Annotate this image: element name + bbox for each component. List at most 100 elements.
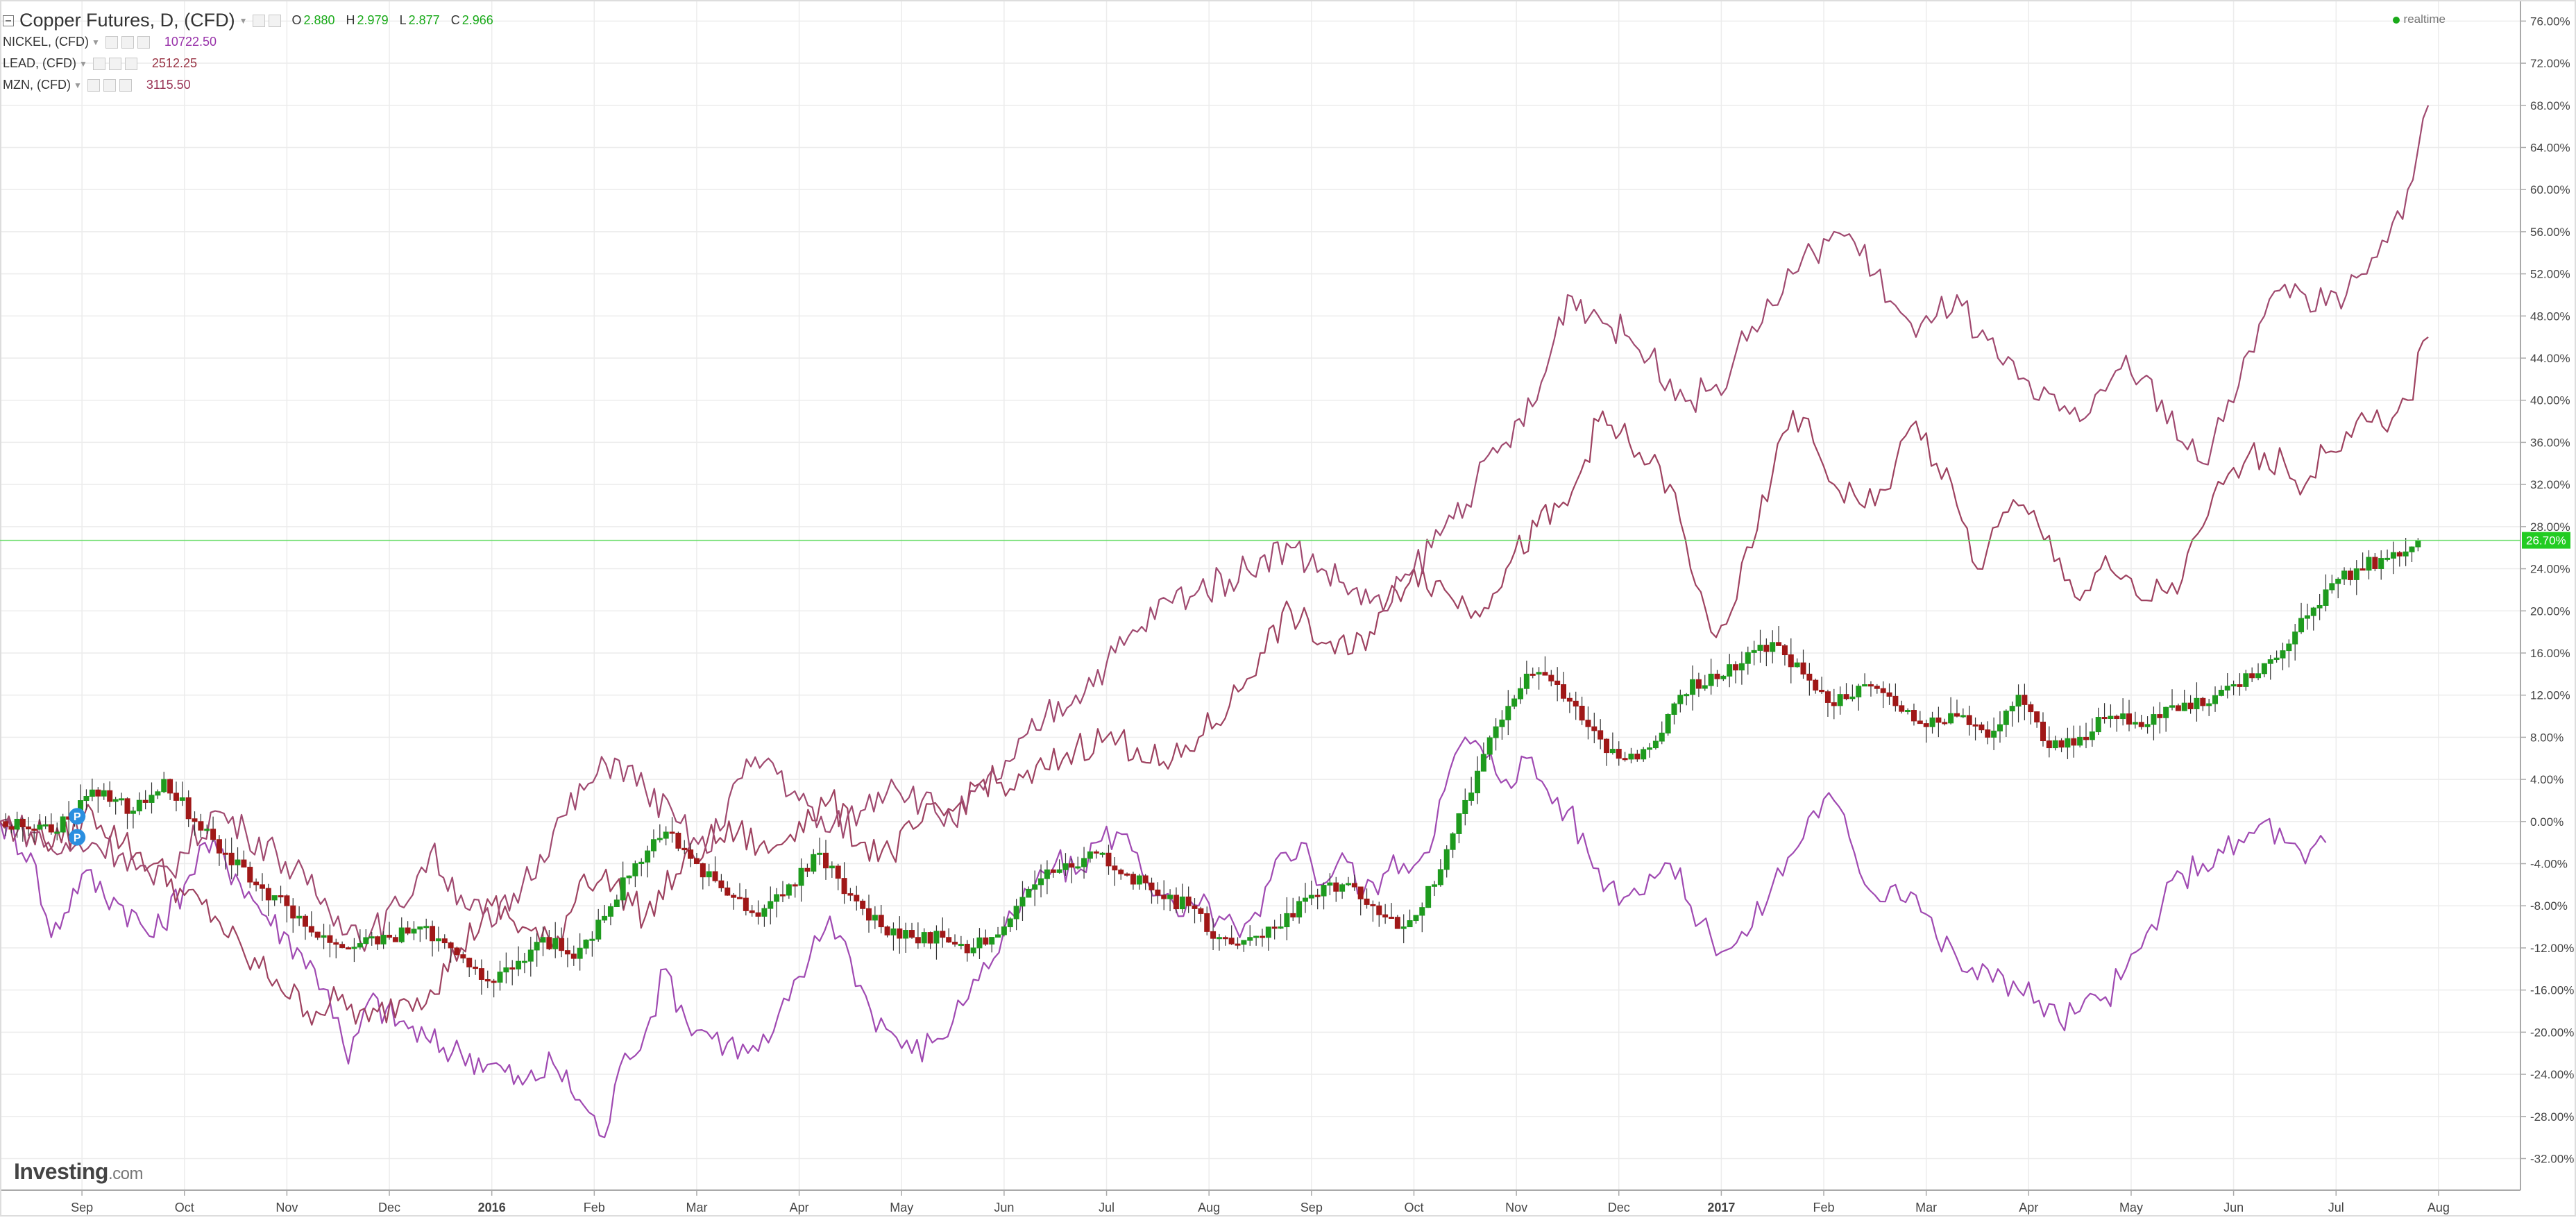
y-tick-label: 44.00% bbox=[2530, 352, 2570, 365]
chevron-down-icon[interactable]: ▼ bbox=[92, 37, 100, 47]
settings-icon[interactable] bbox=[103, 78, 116, 92]
candle-body bbox=[768, 901, 774, 909]
candle-body bbox=[392, 937, 398, 942]
candle-body bbox=[1069, 863, 1075, 868]
eye-icon[interactable] bbox=[92, 57, 105, 70]
candle-body bbox=[1124, 873, 1130, 876]
y-tick-label: -12.00% bbox=[2530, 942, 2574, 955]
candle-body bbox=[339, 944, 346, 949]
candle-body bbox=[841, 878, 847, 895]
candle-body bbox=[1849, 696, 1856, 700]
chevron-down-icon[interactable]: ▼ bbox=[73, 80, 82, 90]
candle-body bbox=[1413, 915, 1419, 922]
candle-body bbox=[173, 793, 179, 801]
candle-body bbox=[516, 960, 522, 969]
x-tick-label: Oct bbox=[175, 1201, 194, 1214]
y-tick-label: -4.00% bbox=[2530, 858, 2568, 871]
candle-body bbox=[119, 798, 125, 801]
candle-body bbox=[743, 897, 749, 911]
candle-body bbox=[54, 831, 60, 834]
settings-icon[interactable] bbox=[121, 35, 134, 49]
candle-body bbox=[290, 905, 296, 919]
candle-body bbox=[731, 895, 737, 898]
candle-body bbox=[2083, 736, 2089, 740]
candle-body bbox=[884, 926, 890, 935]
candle-body bbox=[1284, 913, 1290, 928]
candle-body bbox=[1523, 673, 1530, 689]
series-label-nickel[interactable]: NICKEL, (CFD) bbox=[3, 35, 90, 49]
candle-body bbox=[497, 972, 503, 983]
candle-body bbox=[970, 947, 976, 954]
candle-body bbox=[1579, 706, 1585, 721]
candle-body bbox=[933, 931, 940, 944]
candle-body bbox=[1862, 684, 1868, 687]
candle-body bbox=[1634, 754, 1641, 760]
candle-body bbox=[903, 930, 909, 939]
candle-body bbox=[1929, 717, 1935, 727]
eye-icon[interactable] bbox=[105, 35, 118, 49]
candle-body bbox=[1394, 917, 1400, 929]
candle-body bbox=[2071, 738, 2077, 746]
close-icon[interactable] bbox=[137, 35, 150, 49]
candle-body bbox=[2212, 695, 2219, 704]
close-icon[interactable] bbox=[269, 14, 282, 27]
chevron-down-icon[interactable]: ▼ bbox=[79, 58, 87, 69]
candle-body bbox=[405, 927, 411, 934]
candle-body bbox=[534, 942, 540, 951]
close-icon[interactable] bbox=[119, 78, 132, 92]
candle-body bbox=[2298, 618, 2305, 633]
candle-body bbox=[1843, 694, 1849, 700]
candle-body bbox=[2015, 695, 2022, 707]
main-series-title[interactable]: Copper Futures, D, (CFD) bbox=[19, 10, 235, 31]
settings-icon[interactable] bbox=[108, 57, 121, 70]
candle-body bbox=[302, 915, 308, 927]
candle-body bbox=[2034, 711, 2040, 722]
candle-body bbox=[1677, 695, 1684, 704]
candle-body bbox=[1573, 700, 1579, 707]
candle-body bbox=[1468, 793, 1475, 801]
candle-body bbox=[1339, 884, 1346, 892]
collapse-icon[interactable] bbox=[3, 15, 14, 26]
candle-body bbox=[1831, 702, 1837, 706]
series-label-lead[interactable]: LEAD, (CFD) bbox=[3, 56, 77, 70]
candle-body bbox=[1800, 662, 1806, 675]
close-icon[interactable] bbox=[124, 57, 137, 70]
series-label-mzn[interactable]: MZN, (CFD) bbox=[3, 78, 71, 92]
candle-body bbox=[2316, 604, 2323, 609]
candle-body bbox=[204, 829, 210, 831]
chevron-down-icon[interactable]: ▼ bbox=[239, 15, 248, 26]
candle-body bbox=[1867, 684, 1874, 687]
candle-body bbox=[1751, 650, 1757, 653]
candle-body bbox=[2261, 663, 2267, 675]
y-tick-label: -32.00% bbox=[2530, 1152, 2574, 1165]
candle-body bbox=[995, 934, 1001, 938]
overlay: 26.70% PP bbox=[0, 532, 2570, 846]
candle-body bbox=[2224, 686, 2230, 691]
candle-body bbox=[1247, 937, 1253, 941]
candle-body bbox=[724, 887, 731, 896]
candle-body bbox=[2390, 552, 2396, 559]
candle-body bbox=[1192, 905, 1198, 909]
candle-body bbox=[241, 859, 247, 868]
candle-body bbox=[473, 966, 479, 969]
candle-body bbox=[2403, 551, 2409, 557]
settings-icon[interactable] bbox=[253, 14, 266, 27]
candle-body bbox=[2396, 552, 2403, 557]
x-tick-label: Jul bbox=[1099, 1201, 1115, 1214]
candle-body bbox=[909, 930, 915, 938]
candle-body bbox=[2095, 717, 2101, 733]
candle-body bbox=[626, 875, 632, 879]
candle-body bbox=[718, 880, 724, 888]
candle-body bbox=[2089, 731, 2095, 740]
candle-body bbox=[602, 915, 608, 921]
candle-body bbox=[1518, 688, 1524, 700]
candle-body bbox=[1776, 642, 1782, 646]
candle-body bbox=[1770, 642, 1776, 652]
eye-icon[interactable] bbox=[87, 78, 100, 92]
ohlc-open: 2.880 bbox=[303, 13, 335, 27]
candle-body bbox=[1056, 869, 1062, 873]
candle-body bbox=[1684, 694, 1690, 697]
candle-body bbox=[2200, 697, 2206, 706]
